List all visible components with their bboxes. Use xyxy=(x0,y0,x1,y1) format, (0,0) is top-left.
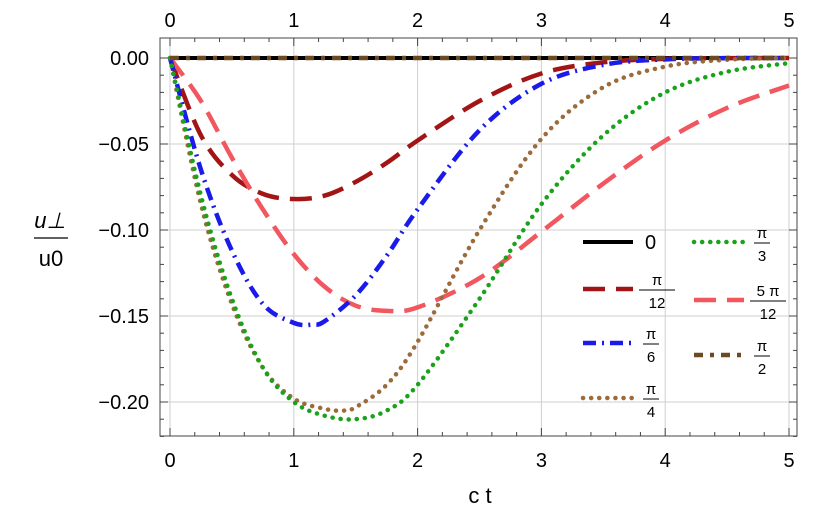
x-tick-label-bottom: 2 xyxy=(412,450,423,472)
x-tick-label-bottom: 1 xyxy=(288,450,299,472)
y-tick-label: 0.00 xyxy=(110,48,149,70)
y-axis-title-denominator: u0 xyxy=(39,246,63,271)
grid-lines xyxy=(160,38,797,436)
x-tick-label-top: 5 xyxy=(783,10,794,32)
legend-label-den-2: 6 xyxy=(647,349,655,366)
y-axis-title: u⊥ u0 xyxy=(34,208,68,271)
x-tick-label-bottom: 5 xyxy=(783,450,794,472)
data-series xyxy=(167,55,792,422)
series-line-1 xyxy=(167,55,790,202)
legend-label-den-5: 12 xyxy=(760,306,777,323)
x-tick-label-bottom: 4 xyxy=(660,450,671,472)
legend-label-num-5: 5 π xyxy=(757,283,780,300)
x-axis-title: c t xyxy=(468,483,491,508)
series-line-2 xyxy=(168,56,790,314)
legend-label-num-2: π xyxy=(646,326,656,343)
legend-label-num-4: π xyxy=(757,225,767,242)
series-line-4 xyxy=(167,55,792,413)
y-axis-title-numerator: u⊥ xyxy=(34,208,65,233)
legend-label-num-6: π xyxy=(757,338,767,355)
legend-label-den-3: 4 xyxy=(647,404,655,421)
y-tick-label: −0.05 xyxy=(98,134,149,156)
y-tick-label: −0.20 xyxy=(98,392,149,414)
plot-frame xyxy=(159,37,798,437)
x-tick-label-bottom: 3 xyxy=(536,450,547,472)
legend-label-0: 0 xyxy=(645,232,656,254)
x-tick-label-top: 1 xyxy=(288,10,299,32)
series-line-5 xyxy=(167,55,792,422)
legend: 0 π 12 π 6 π 4 π 3 5 π 12 π 2 xyxy=(580,225,786,421)
legend-label-num-3: π xyxy=(646,381,656,398)
legend-label-den-4: 3 xyxy=(758,248,766,265)
axis-ticks xyxy=(160,38,797,437)
x-tick-label-top: 2 xyxy=(412,10,423,32)
x-tick-label-bottom: 0 xyxy=(164,450,175,472)
y-tick-label: −0.10 xyxy=(98,220,149,242)
legend-label-num-1: π xyxy=(652,272,662,289)
legend-label-den-6: 2 xyxy=(758,361,766,378)
x-tick-label-top: 0 xyxy=(164,10,175,32)
x-tick-label-top: 4 xyxy=(660,10,671,32)
y-tick-label: −0.15 xyxy=(98,306,149,328)
legend-label-den-1: 12 xyxy=(649,295,666,312)
x-tick-label-top: 3 xyxy=(536,10,547,32)
series-line-3 xyxy=(167,55,790,328)
